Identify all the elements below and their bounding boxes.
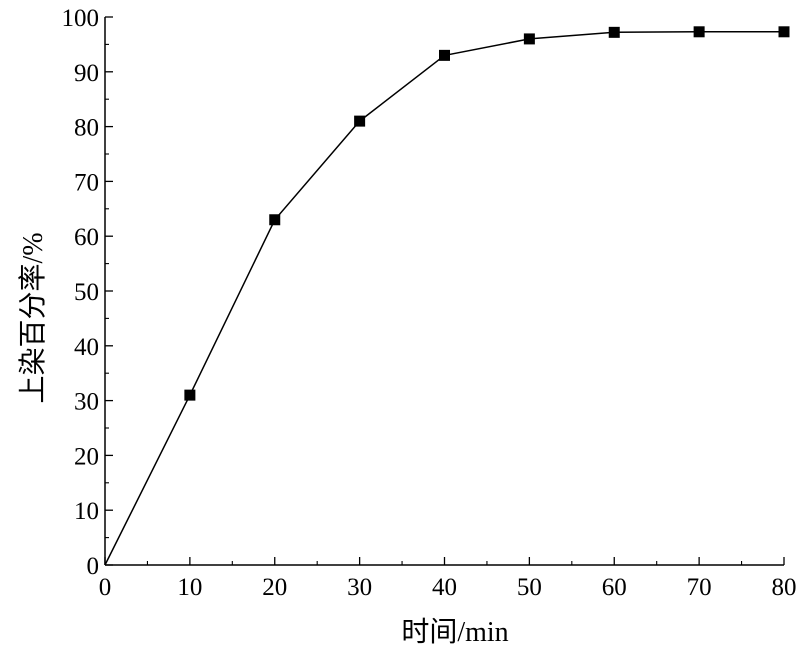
data-point: [354, 115, 366, 127]
x-tick-label: 80: [772, 574, 797, 601]
data-point: [523, 33, 535, 45]
data-point: [693, 26, 705, 38]
y-axis: 0 10 20 30 40 50 60 70 80 90 100: [62, 5, 113, 580]
y-tick-label: 50: [74, 279, 99, 306]
x-tick-label: 0: [99, 574, 112, 601]
y-tick-label: 20: [74, 443, 99, 470]
data-point: [608, 26, 620, 38]
data-point: [778, 26, 790, 38]
x-tick-label: 30: [347, 574, 372, 601]
y-tick-label: 100: [62, 5, 100, 32]
y-axis-title: 上染百分率/%: [17, 232, 49, 403]
data-point: [184, 389, 196, 401]
x-axis: 0 10 20 30 40 50 60 70 80: [99, 557, 797, 601]
y-tick-label: 80: [74, 115, 99, 142]
y-tick-label: 30: [74, 389, 99, 416]
x-tick-label: 10: [177, 574, 202, 601]
y-tick-label: 90: [74, 60, 99, 87]
y-tick-label: 60: [74, 224, 99, 251]
series-layer: [104, 26, 790, 566]
data-point: [439, 49, 450, 61]
plot-frame: [104, 17, 784, 566]
y-tick-label: 40: [74, 334, 99, 361]
x-tick-label: 20: [262, 574, 287, 601]
x-tick-label: 50: [517, 574, 542, 601]
x-tick-label: 70: [687, 574, 712, 601]
x-axis-title: 时间/min: [401, 616, 508, 648]
data-point: [269, 214, 281, 226]
x-tick-label: 40: [432, 574, 457, 601]
y-tick-label: 0: [87, 553, 100, 580]
x-tick-label: 60: [602, 574, 627, 601]
series-line: [104, 31, 784, 566]
y-tick-label: 10: [74, 498, 99, 525]
y-tick-label: 70: [74, 169, 99, 196]
